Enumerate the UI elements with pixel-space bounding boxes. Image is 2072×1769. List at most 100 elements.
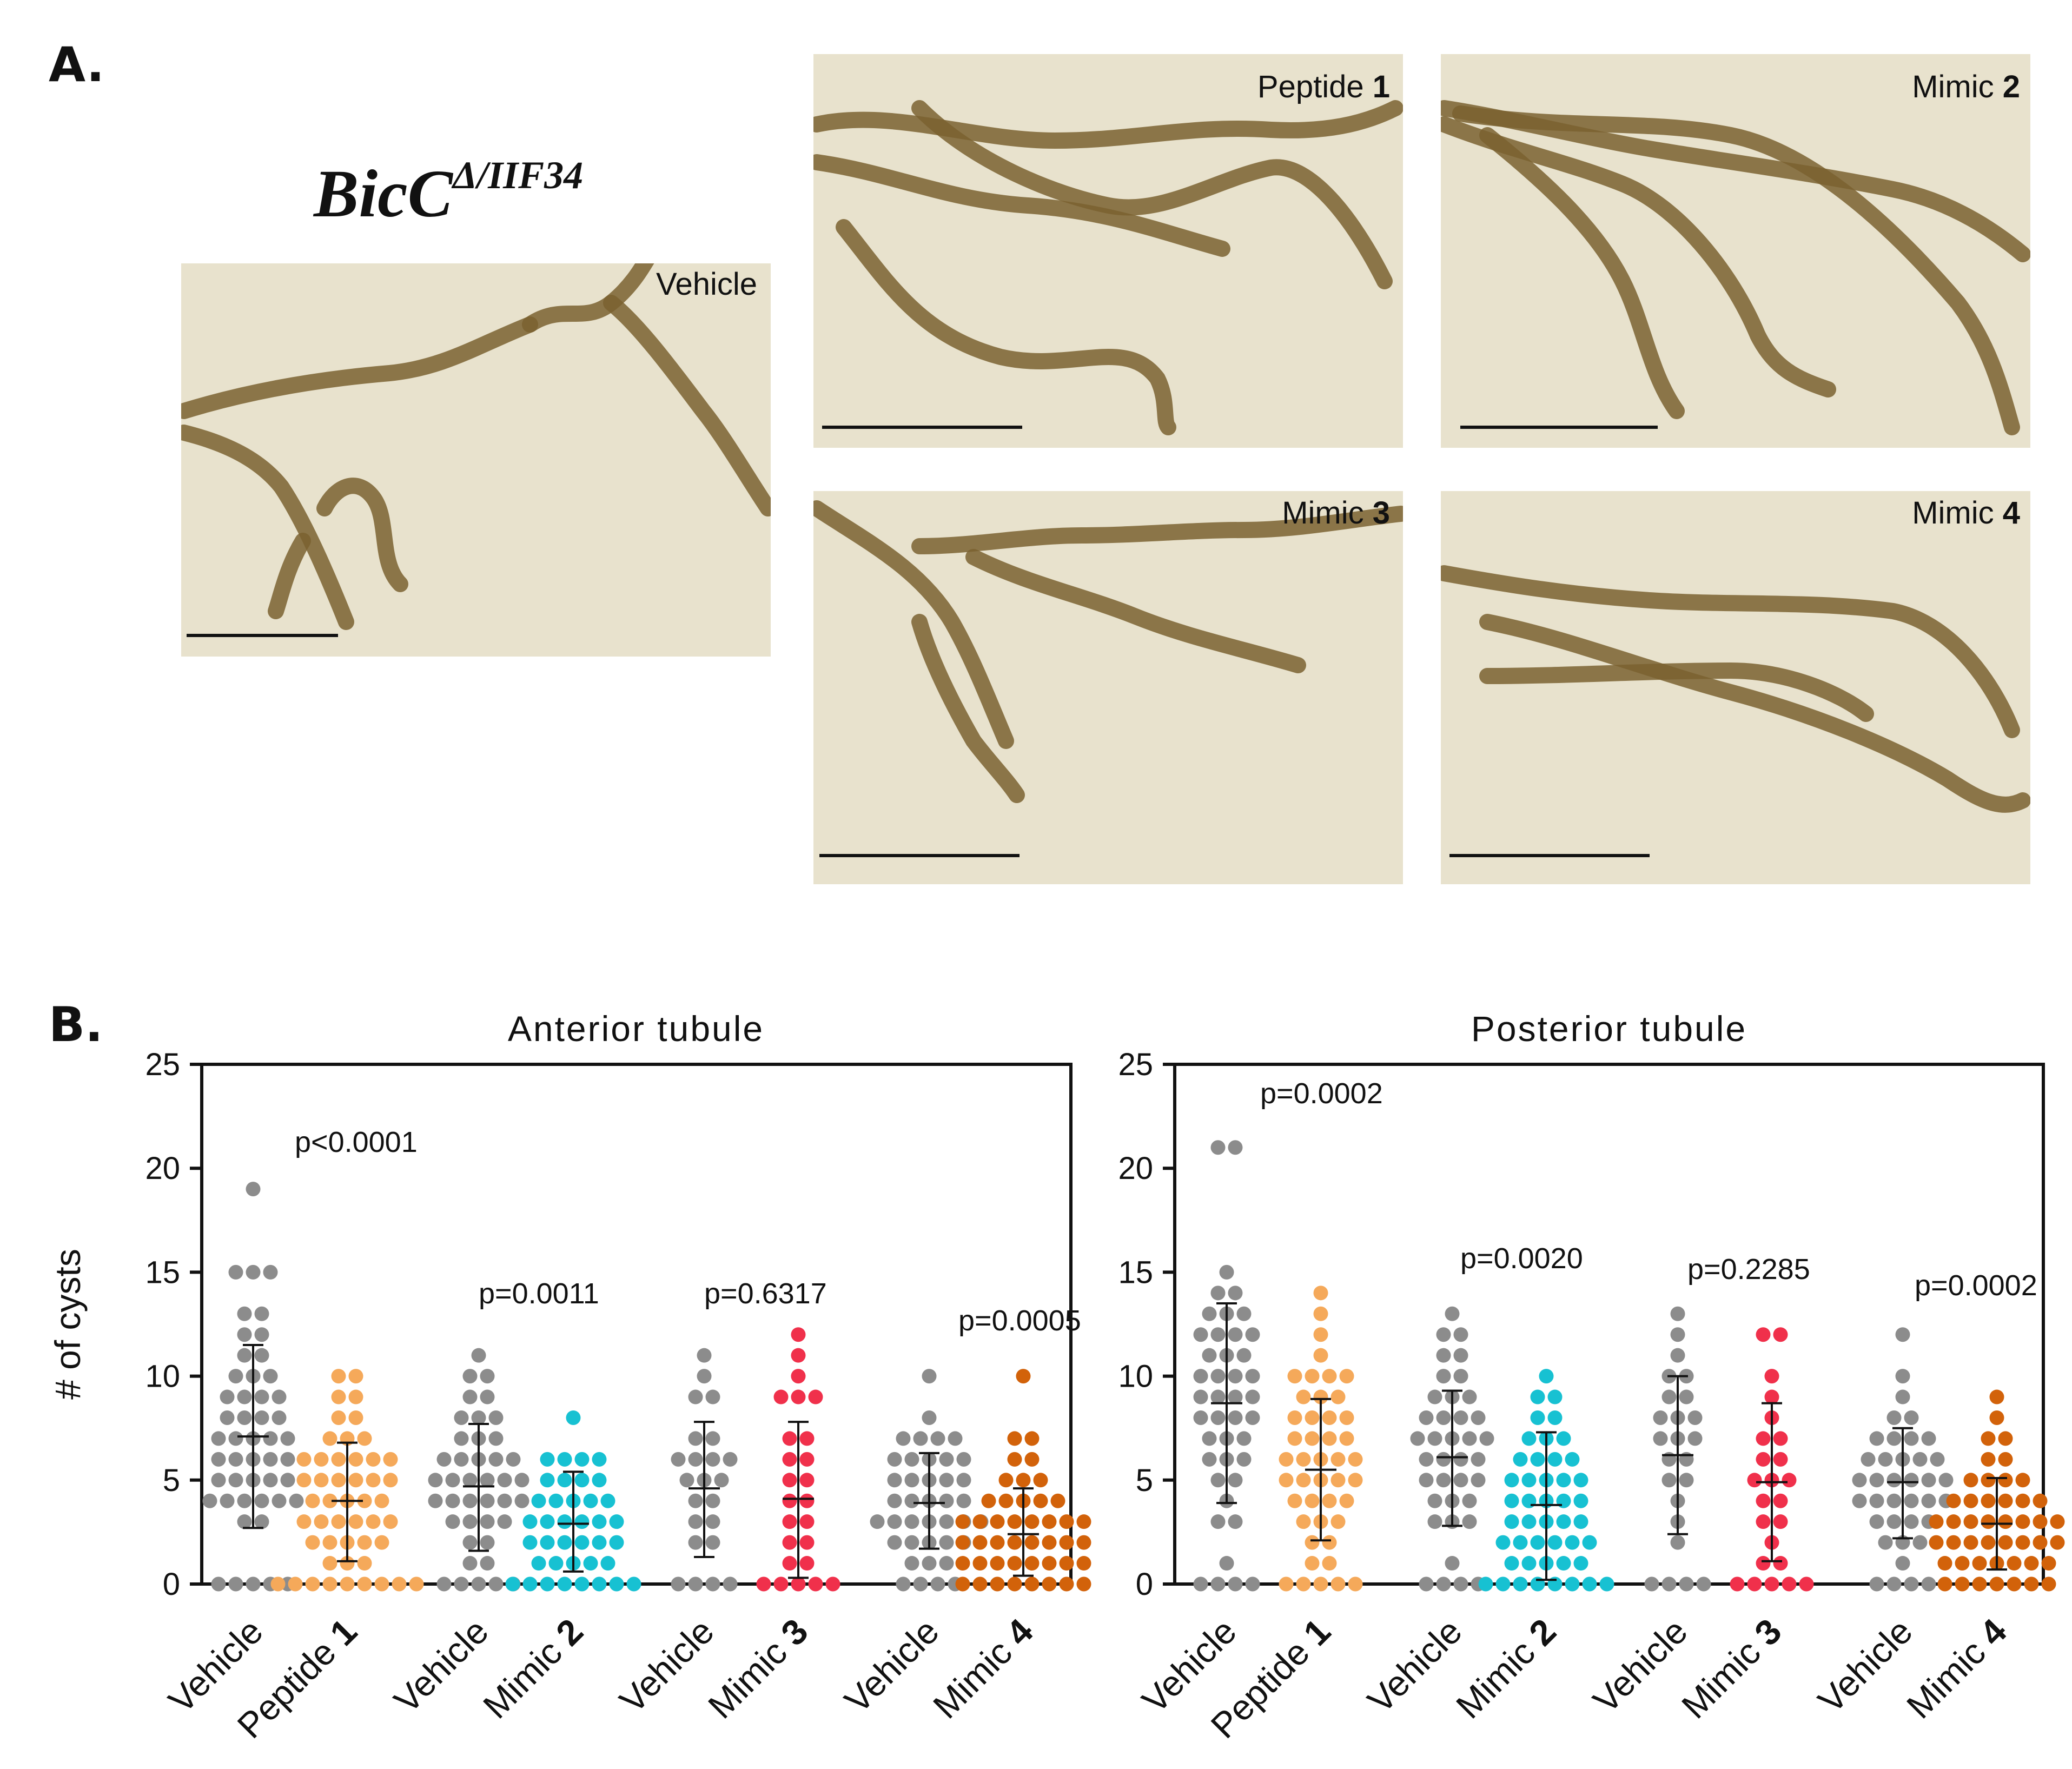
data-point: [2050, 1514, 2065, 1529]
data-point: [574, 1452, 590, 1467]
tubule-segment: [316, 478, 408, 592]
data-point: [246, 1182, 261, 1197]
data-point: [357, 1493, 372, 1508]
x-tick-label: Vehicle: [1360, 1611, 1469, 1721]
data-point: [1547, 1389, 1563, 1404]
data-point: [1955, 1556, 1970, 1571]
data-point: [1210, 1389, 1226, 1404]
data-point: [930, 1576, 945, 1592]
data-point: [1869, 1431, 1884, 1446]
data-point: [1419, 1473, 1434, 1488]
data-point: [237, 1410, 252, 1425]
y-tick-label: 10: [145, 1359, 180, 1394]
data-point: [331, 1410, 346, 1425]
tubule-group: [1441, 100, 2030, 435]
data-point: [1202, 1348, 1217, 1363]
tubule-segment: [911, 614, 1025, 803]
x-tick-label-text: Vehicle: [837, 1611, 946, 1721]
chart-anterior: Anterior tubule # of cysts 0 5 10 15 20 25 Vehic…: [48, 1009, 1091, 1746]
data-point: [1471, 1452, 1486, 1467]
data-point: [1024, 1431, 1040, 1446]
data-point: [782, 1431, 797, 1446]
data-point: [1513, 1535, 1528, 1550]
data-point: [1330, 1389, 1346, 1404]
x-tick-label: Vehicle: [386, 1611, 496, 1721]
data-point: [1869, 1473, 1884, 1488]
tubule-segment: [1441, 116, 1836, 397]
tubule-group: [1441, 565, 2030, 813]
data-point: [1076, 1576, 1091, 1592]
data-point: [723, 1452, 738, 1467]
data-point: [930, 1431, 945, 1446]
data-point: [773, 1576, 789, 1592]
data-point: [1236, 1452, 1252, 1467]
data-point: [1886, 1493, 1902, 1508]
data-point: [488, 1410, 504, 1425]
x-tick-label: Mimic 2: [475, 1611, 591, 1726]
data-point: [1059, 1556, 1074, 1571]
data-point: [1453, 1452, 1468, 1467]
data-point: [357, 1576, 372, 1592]
data-point: [1419, 1452, 1434, 1467]
data-point: [270, 1576, 286, 1592]
p-value-annotation: p=0.0002: [1260, 1077, 1383, 1110]
micrograph-vehicle: Vehicle: [181, 263, 771, 657]
tubule-segment: [181, 425, 354, 630]
data-point: [1547, 1452, 1563, 1467]
data-point: [1287, 1493, 1302, 1508]
data-point: [939, 1452, 954, 1467]
data-point: [1869, 1576, 1884, 1592]
micrograph-label-text: Mimic: [1282, 495, 1373, 531]
data-point: [531, 1556, 546, 1571]
tubule-segment: [603, 295, 771, 516]
data-point: [366, 1514, 381, 1529]
data-point: [296, 1452, 312, 1467]
data-point: [357, 1431, 372, 1446]
data-point: [566, 1410, 581, 1425]
data-point: [1521, 1431, 1537, 1446]
data-point: [609, 1514, 624, 1529]
data-point: [904, 1493, 919, 1508]
data-point: [1007, 1556, 1022, 1571]
data-point: [1565, 1576, 1580, 1592]
data-point: [280, 1473, 295, 1488]
micrograph-peptide1: Peptide 1: [813, 54, 1403, 448]
data-point: [1219, 1264, 1234, 1280]
data-point: [1245, 1576, 1260, 1592]
data-point: [228, 1452, 243, 1467]
data-point: [1989, 1576, 2004, 1592]
data-point: [522, 1576, 538, 1592]
tubule-segment: [813, 154, 1230, 257]
data-point: [904, 1556, 919, 1571]
data-point: [1653, 1431, 1668, 1446]
data-point: [1313, 1576, 1328, 1592]
data-point: [480, 1389, 495, 1404]
data-point: [1453, 1576, 1468, 1592]
data-point: [1202, 1431, 1217, 1446]
data-point: [1998, 1473, 2013, 1488]
data-point: [1033, 1493, 1048, 1508]
micrograph-label: Peptide 1: [1257, 69, 1390, 104]
p-value-annotation: p=0.2285: [1687, 1253, 1810, 1286]
x-tick-label-text: Vehicle: [612, 1611, 721, 1721]
data-point: [1773, 1431, 1788, 1446]
data-point: [428, 1493, 443, 1508]
data-point: [1981, 1493, 1996, 1508]
data-point: [272, 1493, 287, 1508]
data-point: [1210, 1286, 1226, 1301]
data-point: [1670, 1348, 1685, 1363]
data-point: [1972, 1556, 1987, 1571]
data-point: [272, 1389, 287, 1404]
data-point: [428, 1473, 443, 1488]
data-point: [1436, 1576, 1451, 1592]
x-tick-label: Mimic 4: [1899, 1611, 2014, 1726]
data-point: [1582, 1576, 1597, 1592]
data-point: [1556, 1556, 1571, 1571]
data-point: [1202, 1452, 1217, 1467]
data-point: [2015, 1514, 2030, 1529]
data-point: [583, 1493, 598, 1508]
data-point: [1756, 1514, 1771, 1529]
data-point: [1436, 1369, 1451, 1384]
data-point: [1764, 1389, 1779, 1404]
